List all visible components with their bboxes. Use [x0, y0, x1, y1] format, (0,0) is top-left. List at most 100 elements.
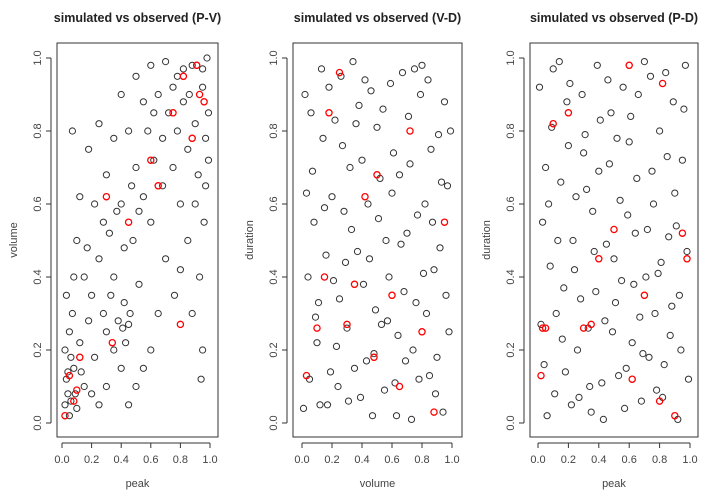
simulated-point — [132, 72, 140, 80]
simulated-point — [406, 160, 414, 168]
simulated-point — [587, 408, 595, 416]
simulated-point — [593, 61, 601, 69]
simulated-point — [320, 204, 329, 212]
simulated-point — [331, 116, 339, 124]
observed-point — [179, 72, 188, 81]
simulated-point — [341, 258, 350, 266]
simulated-point — [364, 200, 372, 208]
simulated-point — [607, 109, 615, 117]
simulated-point — [656, 127, 664, 135]
simulated-point — [323, 401, 332, 409]
y-tick-label: 1.0 — [505, 50, 517, 65]
simulated-point — [653, 386, 661, 394]
simulated-point — [91, 200, 99, 208]
simulated-point — [191, 120, 199, 128]
simulated-point — [173, 127, 181, 135]
simulated-point — [677, 346, 685, 354]
simulated-point — [173, 72, 181, 80]
simulated-point — [199, 83, 207, 91]
observed-point — [406, 127, 414, 135]
simulated-point — [566, 79, 574, 88]
simulated-point — [337, 72, 345, 80]
y-tick-label: 0.8 — [268, 123, 280, 138]
simulated-point — [589, 207, 597, 215]
observed-point — [628, 375, 636, 383]
simulated-point — [335, 295, 344, 303]
observed-point — [61, 411, 69, 420]
y-tick-label: 1.0 — [268, 50, 280, 65]
observed-point — [200, 98, 208, 106]
simulated-point — [567, 401, 576, 409]
simulated-point — [347, 225, 356, 234]
simulated-point — [649, 200, 658, 208]
scatter-panel-1: simulated vs observed (P-V) 0.0 0.2 0.4 0.6 0… — [8, 11, 221, 490]
simulated-point — [662, 69, 670, 77]
simulated-point — [630, 280, 638, 288]
simulated-point — [535, 83, 544, 91]
simulated-point — [389, 149, 398, 157]
simulated-point — [126, 309, 134, 318]
observed-point — [102, 192, 111, 201]
observed-point — [671, 411, 679, 420]
simulated-point — [68, 127, 77, 135]
simulated-point — [668, 302, 676, 310]
simulated-point — [179, 98, 187, 106]
simulated-point — [76, 193, 84, 201]
observed-point — [537, 371, 545, 380]
x-tick-label: 0.0 — [530, 454, 545, 466]
observed-point — [350, 280, 359, 289]
simulated-point — [125, 401, 133, 409]
x-tick-label: 0.4 — [354, 454, 369, 466]
y-axis-label: duration — [244, 220, 256, 260]
simulated-point — [633, 174, 641, 182]
observed-point — [195, 90, 204, 99]
simulated-point — [358, 156, 366, 164]
simulated-point — [165, 109, 173, 117]
simulated-point — [540, 361, 548, 369]
simulated-point — [68, 309, 77, 318]
simulated-point — [443, 182, 452, 190]
simulated-point — [117, 90, 125, 99]
simulated-point — [117, 200, 125, 208]
simulated-point — [102, 382, 111, 391]
scatter-panel-3: simulated vs observed (P-D) 0.0 0.2 0.4 0.6 0… — [481, 11, 699, 490]
simulated-point — [194, 171, 202, 179]
observed-point — [610, 225, 618, 234]
simulated-point — [380, 386, 389, 394]
y-tick-label: 1.0 — [32, 50, 44, 65]
simulated-point — [592, 288, 600, 296]
simulated-point — [666, 331, 674, 339]
simulated-point — [436, 244, 444, 252]
observed-point — [595, 255, 603, 263]
simulated-point — [602, 240, 611, 248]
observed-point — [361, 192, 369, 201]
simulated-point — [80, 273, 88, 281]
simulated-point — [404, 112, 413, 121]
observed-point — [395, 382, 404, 391]
simulated-point — [343, 324, 351, 332]
simulated-point — [539, 218, 547, 226]
observed-point — [587, 320, 595, 329]
simulated-point — [665, 233, 673, 241]
x-tick-label: 0.6 — [384, 454, 399, 466]
simulated-point — [169, 163, 177, 172]
simulated-point — [608, 328, 617, 336]
observed-point — [76, 353, 84, 362]
simulated-point — [625, 138, 633, 146]
simulated-point — [622, 364, 630, 372]
simulated-point — [119, 324, 127, 332]
simulated-point — [307, 109, 315, 117]
observed-point — [154, 182, 162, 190]
x-tick-label: 0.6 — [622, 454, 637, 466]
simulated-point — [328, 193, 336, 201]
simulated-point — [543, 412, 551, 420]
y-tick-label: 0.4 — [505, 269, 517, 284]
simulated-point — [310, 218, 318, 226]
simulated-point — [346, 163, 354, 172]
simulated-point — [583, 185, 591, 193]
simulated-point — [65, 412, 74, 420]
simulated-point — [675, 291, 684, 299]
y-tick-label: 0.4 — [32, 269, 44, 284]
observed-point — [655, 397, 664, 405]
simulated-point — [340, 207, 348, 215]
